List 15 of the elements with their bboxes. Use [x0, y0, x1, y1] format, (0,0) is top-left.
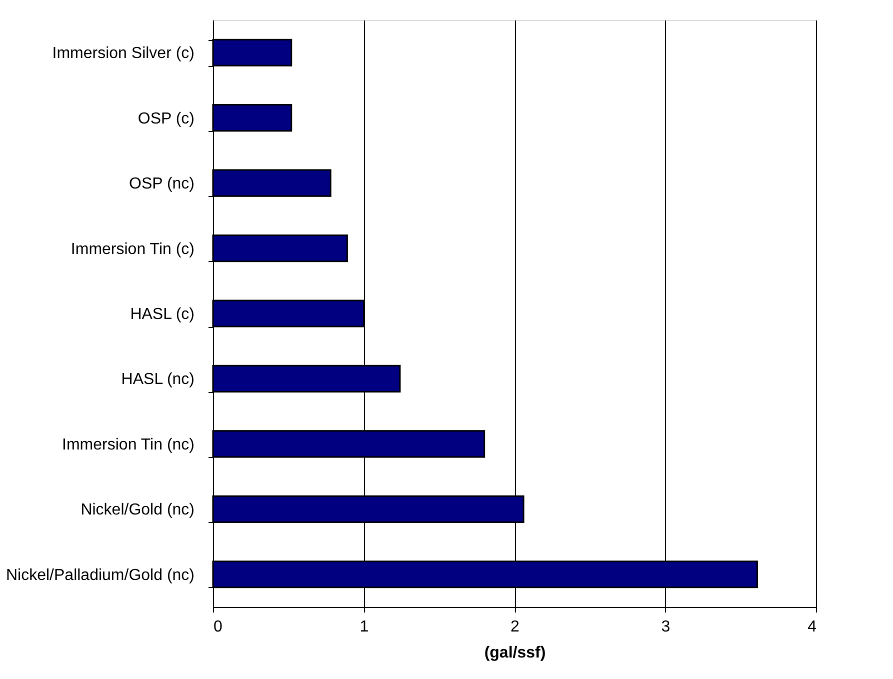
- x-tick-label: 0: [214, 618, 222, 636]
- y-tick-label: Immersion Tin (nc): [62, 436, 194, 454]
- y-tick-label: OSP (nc): [129, 176, 194, 193]
- x-axis-title: (gal/ssf): [484, 644, 546, 662]
- y-tick-label: Nickel/Gold (nc): [80, 502, 194, 519]
- y-tick-label: Immersion Silver (c): [52, 45, 194, 62]
- x-tick-label: 2: [510, 618, 520, 636]
- y-tick-label: HASL (c): [130, 306, 194, 323]
- y-tick-label: Immersion Tin (c): [70, 240, 194, 258]
- y-tick-label: HASL (nc): [121, 371, 194, 388]
- x-tick-label: 4: [808, 618, 817, 636]
- y-tick-label: OSP (c): [138, 110, 194, 128]
- y-tick-label: Nickel/Palladium/Gold (nc): [6, 566, 194, 584]
- x-tick-label: 1: [360, 618, 369, 636]
- x-tick-label: 3: [661, 618, 670, 636]
